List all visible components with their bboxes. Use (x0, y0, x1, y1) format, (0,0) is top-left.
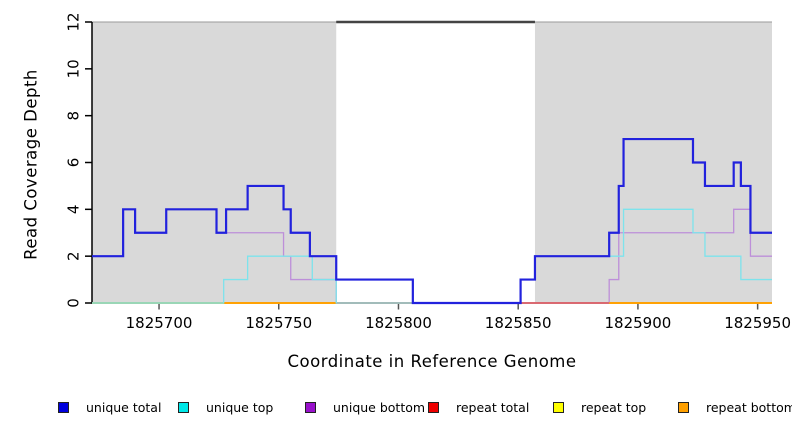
svg-text:1825950: 1825950 (724, 314, 791, 332)
unique-top-swatch-icon (178, 401, 189, 413)
svg-text:10: 10 (65, 59, 83, 78)
legend-label: unique bottom (333, 399, 426, 415)
svg-text:1825850: 1825850 (485, 314, 552, 332)
svg-text:2: 2 (65, 251, 83, 261)
svg-text:8: 8 (65, 111, 83, 121)
svg-text:1825800: 1825800 (365, 314, 432, 332)
svg-text:6: 6 (65, 158, 83, 168)
x-axis-title: Coordinate in Reference Genome (287, 352, 577, 371)
svg-text:1825900: 1825900 (605, 314, 672, 332)
legend-label: repeat top (581, 399, 647, 415)
legend-item-unique-total: unique total (58, 398, 161, 416)
svg-text:1825700: 1825700 (126, 314, 193, 332)
legend-item-unique-top: unique top (178, 398, 273, 416)
repeat-total-swatch-icon (428, 401, 439, 413)
shaded-region (92, 22, 337, 303)
svg-text:4: 4 (65, 205, 83, 215)
unique-bottom-swatch-icon (305, 401, 316, 413)
legend-label: unique top (206, 399, 274, 415)
repeat-bottom-swatch-icon (678, 401, 689, 413)
legend-item-unique-bottom: unique bottom (305, 398, 425, 416)
legend-item-repeat-top: repeat top (553, 398, 646, 416)
y-axis-title: Read Coverage Depth (21, 69, 41, 260)
svg-text:12: 12 (65, 12, 83, 31)
legend-item-repeat-total: repeat total (428, 398, 529, 416)
legend-label: repeat total (456, 399, 530, 415)
repeat-top-swatch-icon (553, 401, 564, 413)
legend-label: repeat bottom (706, 399, 792, 415)
legend-label: unique total (86, 399, 162, 415)
unique-total-swatch-icon (58, 401, 69, 413)
chart-area: 0 2 4 6 8 10 12 1825700 1825750 1825800 1825850 182… (65, 12, 792, 332)
series-unique-total (92, 137, 772, 305)
y-axis: 0 2 4 6 8 10 12 (65, 12, 93, 308)
legend-item-repeat-bottom: repeat bottom (678, 398, 792, 416)
legend: unique total unique top unique bottom re… (0, 398, 792, 420)
svg-text:1825750: 1825750 (245, 314, 312, 332)
x-axis: 1825700 1825750 1825800 1825850 1825900 18259… (92, 302, 791, 332)
svg-text:0: 0 (65, 298, 83, 308)
